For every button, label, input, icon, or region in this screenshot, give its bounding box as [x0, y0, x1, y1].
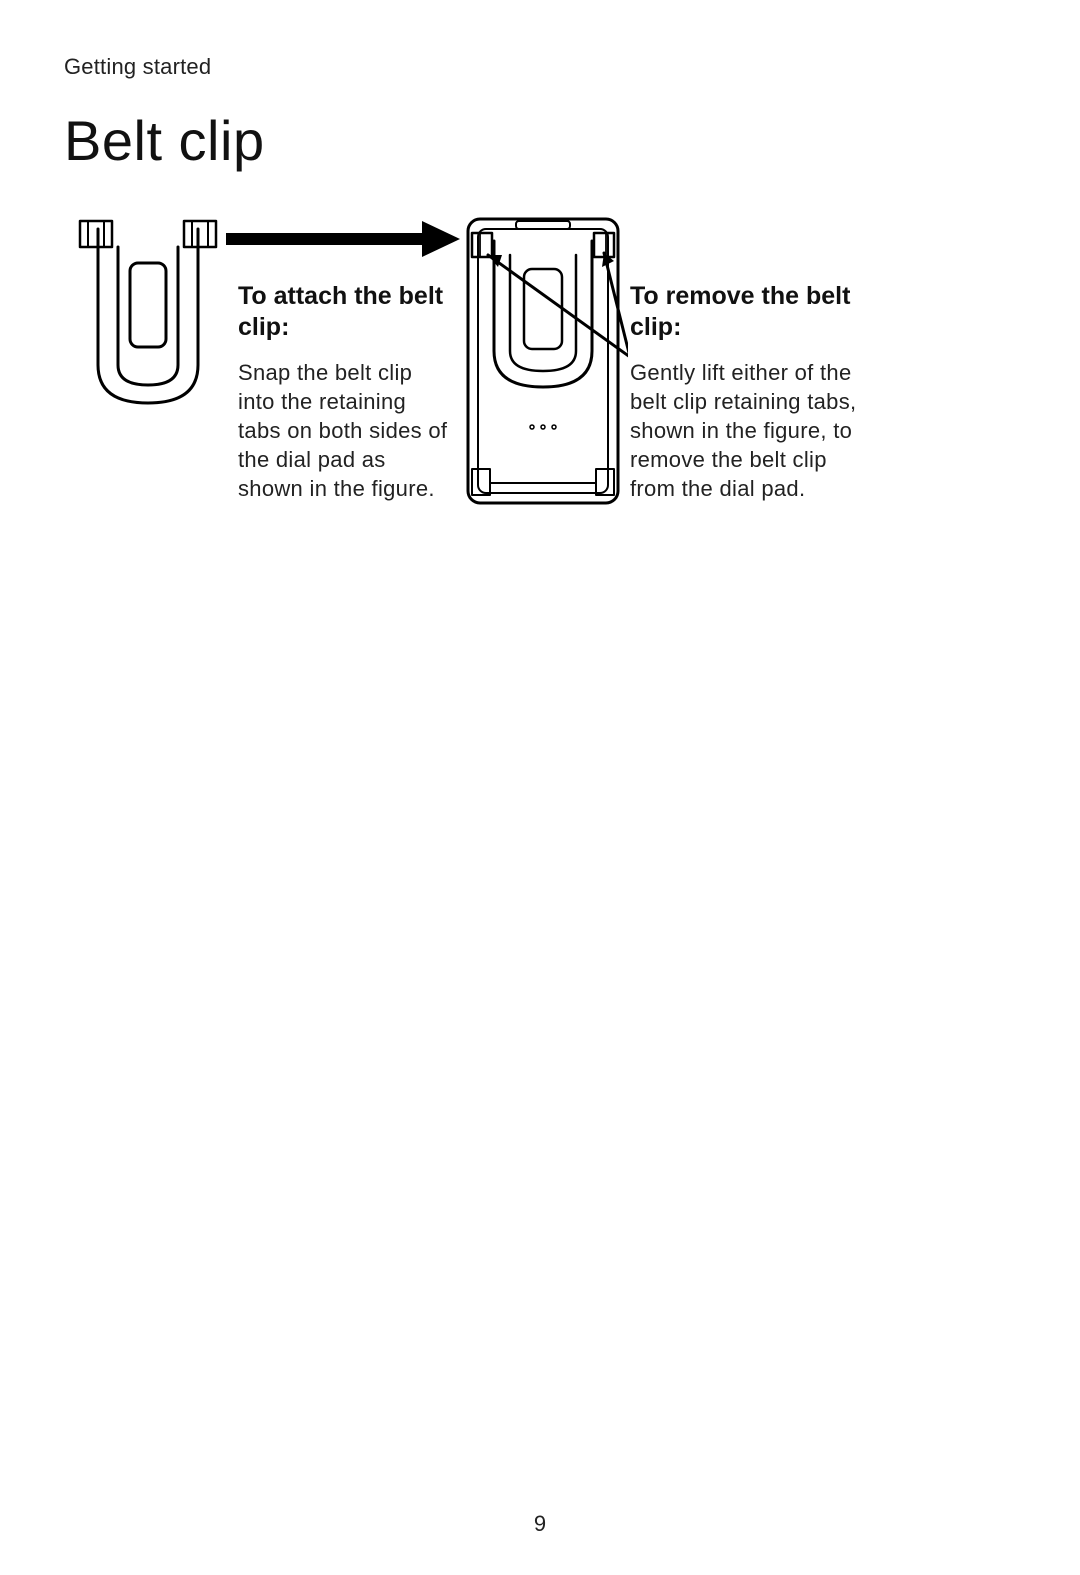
remove-text-block: To remove the belt clip: Gently lift eit…: [630, 281, 860, 503]
figure-handset: [458, 211, 628, 511]
attach-text-block: To attach the belt clip: Snap the belt c…: [238, 281, 448, 503]
page-title: Belt clip: [64, 108, 1016, 173]
breadcrumb: Getting started: [64, 54, 1016, 80]
content-area: To attach the belt clip: Snap the belt c…: [64, 215, 1016, 575]
figure-belt-clip: [68, 215, 228, 415]
remove-heading: To remove the belt clip:: [630, 281, 860, 344]
manual-page: Getting started Belt clip: [0, 0, 1080, 1575]
attach-body: Snap the belt clip into the retaining ta…: [238, 358, 448, 503]
remove-body: Gently lift either of the belt clip reta…: [630, 358, 860, 503]
attach-heading: To attach the belt clip:: [238, 281, 448, 344]
page-number: 9: [0, 1511, 1080, 1537]
attach-arrow-icon: [226, 219, 460, 259]
